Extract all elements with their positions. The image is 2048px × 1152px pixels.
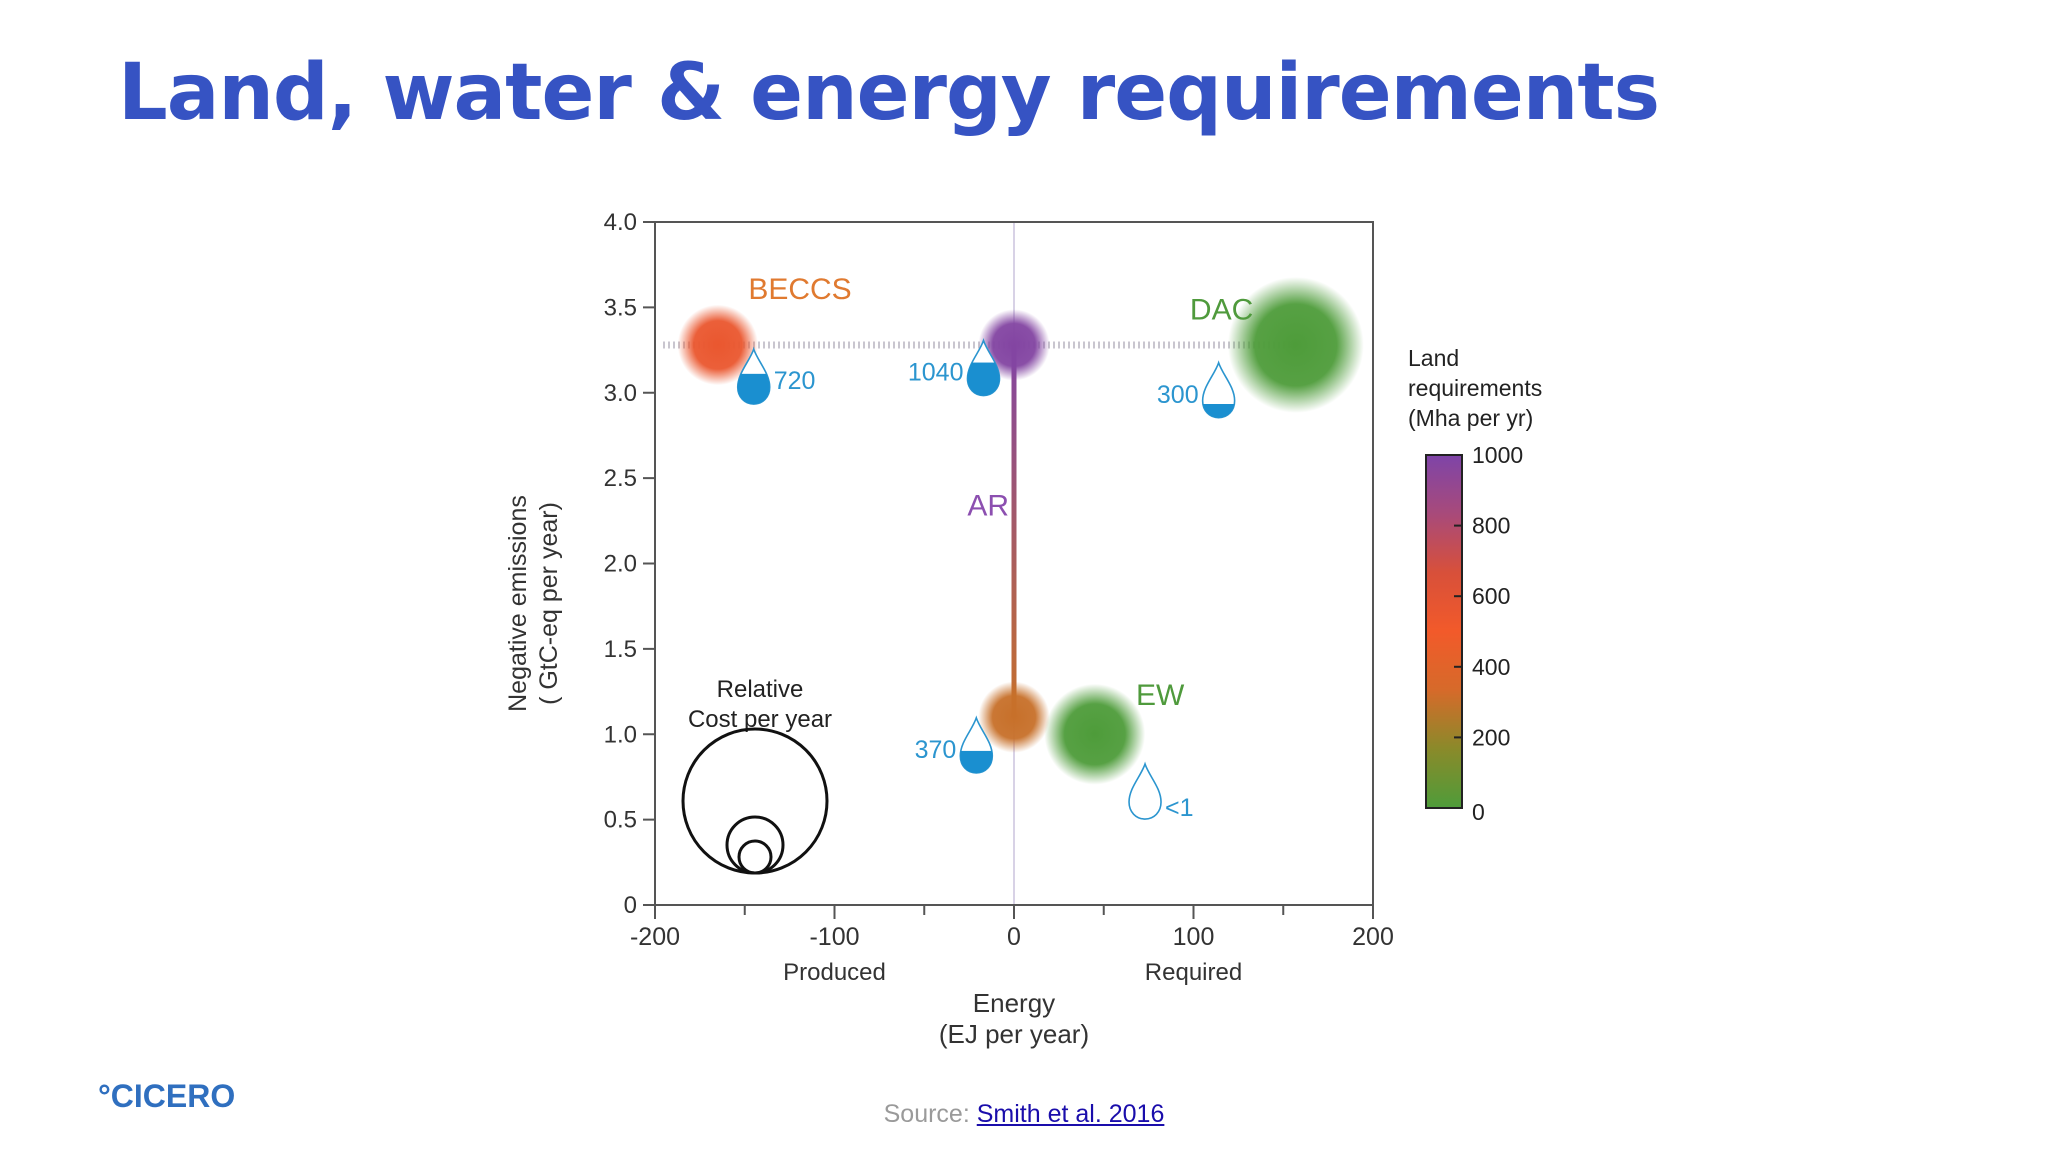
- label-ew: EW: [1136, 679, 1185, 712]
- chart-axes: 0 0.5 1.0 1.5 2.0 2.5 3.0 3.5 4.0 -200 -100 0 100 200…: [504, 209, 1394, 1049]
- x-axis-title: Energy: [973, 988, 1055, 1018]
- x-tick-label: -200: [630, 923, 680, 951]
- cost-legend-circle: [725, 815, 785, 875]
- x-tick-label: 200: [1352, 923, 1394, 951]
- y-tick-label: 3.0: [604, 380, 637, 407]
- chart-labels: BECCS AR EW DAC: [748, 273, 1253, 712]
- y-tick-label: 2.0: [604, 551, 637, 578]
- water-fill: [737, 373, 770, 405]
- x-tick-label: 0: [1007, 923, 1021, 951]
- label-beccs: BECCS: [748, 273, 851, 306]
- bubble-chart: 0 0.5 1.0 1.5 2.0 2.5 3.0 3.5 4.0 -200 -100 0 100 200…: [504, 209, 1542, 1049]
- water-drops: 720 1040 300 370 <1: [736, 338, 1236, 822]
- y-axis-unit: ( GtC-eq per year): [535, 502, 563, 705]
- water-label: <1: [1165, 794, 1194, 822]
- colorbar-tick-label: 0: [1472, 799, 1485, 825]
- bubble-beccs: [677, 304, 759, 386]
- colorbar-tick-label: 600: [1472, 583, 1510, 609]
- ar-range-line: [1011, 344, 1017, 718]
- water-label: 720: [774, 367, 816, 395]
- label-dac: DAC: [1190, 293, 1253, 326]
- x-axis-unit: (EJ per year): [939, 1019, 1089, 1049]
- y-tick-label: 1.5: [604, 636, 637, 663]
- y-tick-label: 0: [624, 892, 637, 919]
- x-tick-label: -100: [809, 923, 859, 951]
- y-tick-label: 3.5: [604, 294, 637, 321]
- y-tick-label: 4.0: [604, 209, 637, 236]
- colorbar-tick-label: 400: [1472, 654, 1510, 680]
- x-annotation-required: Required: [1145, 959, 1242, 986]
- cicero-logo: °CICERO: [98, 1078, 236, 1114]
- cost-legend-circle: [737, 839, 773, 875]
- y-tick-label: 2.5: [604, 465, 637, 492]
- source-link[interactable]: Smith et al. 2016: [976, 1100, 1165, 1128]
- colorbar-tick-label: 800: [1472, 513, 1510, 539]
- y-tick-label: 0.5: [604, 807, 637, 834]
- colorbar-tick-label: 1000: [1472, 442, 1523, 468]
- colorbar-title-2: requirements: [1408, 375, 1542, 401]
- colorbar-title-3: (Mha per yr): [1408, 405, 1533, 431]
- bubble-ar: [978, 309, 1050, 381]
- cost-legend-title-1: Relative: [717, 676, 804, 703]
- bubble-ew: [1044, 683, 1146, 785]
- colorbar-tick-label: 200: [1472, 724, 1510, 750]
- x-tick-label: 100: [1173, 923, 1215, 951]
- slide-title: Land, water & energy requirements: [118, 48, 1660, 138]
- data-points: [677, 276, 1364, 785]
- water-fill: [967, 362, 1000, 396]
- water-label: 1040: [908, 359, 964, 387]
- bubble-dac: [1227, 276, 1364, 413]
- label-ar: AR: [967, 490, 1009, 523]
- source-prefix: Source:: [883, 1100, 977, 1128]
- x-annotation-produced: Produced: [783, 959, 886, 986]
- cost-legend-circle: [681, 727, 829, 875]
- water-drop-icon: [1128, 761, 1162, 820]
- bubble-ar: [978, 681, 1050, 753]
- source-note: Source: Smith et al. 2016: [0, 1100, 2048, 1129]
- colorbar-title-1: Land: [1408, 345, 1459, 371]
- colorbar: Land requirements (Mha per yr) 1000 800 600 40…: [1408, 345, 1542, 825]
- colorbar-gradient: [1425, 454, 1463, 809]
- water-label: 300: [1157, 381, 1199, 409]
- water-fill: [960, 750, 993, 773]
- water-label: 370: [915, 736, 957, 764]
- y-tick-label: 1.0: [604, 721, 637, 748]
- water-fill: [1202, 404, 1235, 418]
- y-axis-title: Negative emissions: [504, 495, 532, 712]
